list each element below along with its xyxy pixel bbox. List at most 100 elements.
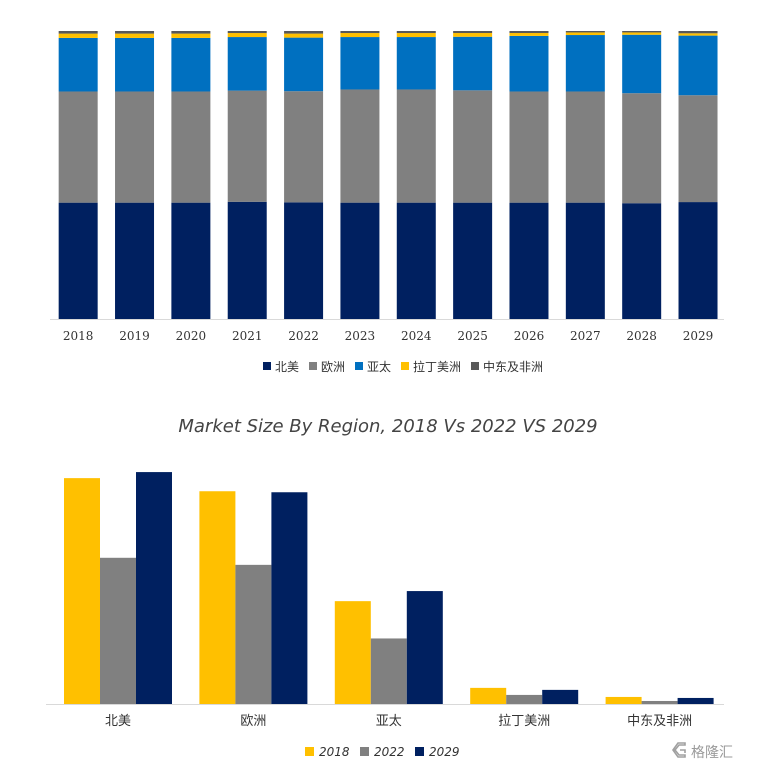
stack-segment-2028-4 [622, 31, 662, 33]
stack-segment-2020-4 [171, 31, 211, 34]
stack-x-tick-2027: 2027 [570, 329, 601, 343]
bar-亚太-2018 [334, 601, 371, 704]
stack-legend-swatch-3 [401, 362, 409, 370]
stack-segment-2026-0 [509, 202, 549, 319]
bar-北美-2029 [136, 472, 172, 704]
stack-legend-label-2: 亚太 [367, 359, 391, 374]
stack-segment-2019-1 [115, 91, 155, 203]
stack-segment-2022-1 [284, 91, 324, 203]
stack-segment-2021-3 [227, 33, 267, 38]
stack-segment-2020-3 [171, 33, 211, 38]
stack-segment-2018-1 [58, 91, 98, 203]
stacked-bars [58, 31, 718, 319]
stack-segment-2027-3 [565, 32, 605, 36]
stack-segment-2023-2 [340, 37, 380, 90]
stack-legend-label-3: 拉丁美洲 [413, 359, 461, 374]
bar-legend-label-2022: 2022 [374, 745, 405, 759]
stack-segment-2024-1 [396, 89, 436, 203]
stack-legend-swatch-1 [309, 362, 317, 370]
bar-亚太-2029 [406, 591, 443, 704]
stack-segment-2024-2 [396, 37, 436, 90]
stack-x-tick-2020: 2020 [176, 329, 207, 343]
clustered-bar-chart: Market Size By Region, 2018 Vs 2022 VS 2… [46, 416, 733, 761]
stack-x-tick-2018: 2018 [63, 329, 94, 343]
stack-x-tick-2021: 2021 [232, 329, 263, 343]
stack-segment-2021-1 [227, 90, 267, 202]
bar-亚太-2022 [370, 638, 407, 704]
stack-segment-2023-1 [340, 89, 380, 203]
stack-legend: 北美 欧洲 亚太 拉丁美洲 中东及非洲 [263, 359, 543, 374]
stack-segment-2026-1 [509, 91, 549, 203]
stack-legend-label-0: 北美 [275, 360, 299, 374]
stack-segment-2025-1 [453, 90, 493, 203]
stack-legend-label-1: 欧洲 [321, 360, 345, 374]
stack-segment-2029-3 [678, 33, 718, 36]
stack-segment-2024-0 [396, 202, 436, 319]
stack-segment-2029-0 [678, 202, 718, 319]
stack-x-ticks: 2018 2019 2020 2021 2022 2023 2024 2025 2026 2027… [63, 329, 713, 343]
stack-segment-2021-0 [227, 201, 267, 319]
stack-legend-swatch-2 [355, 362, 363, 370]
bar-x-tick-2: 亚太 [376, 714, 402, 729]
stack-segment-2019-3 [115, 33, 155, 38]
stack-segment-2028-3 [622, 32, 662, 35]
stack-segment-2025-2 [453, 36, 493, 91]
bar-x-tick-3: 拉丁美洲 [498, 714, 550, 729]
grouped-bars [64, 472, 714, 705]
stack-legend-swatch-4 [471, 362, 479, 370]
stack-segment-2023-4 [340, 31, 380, 34]
bar-中东及非洲-2022 [641, 700, 678, 705]
stack-segment-2023-0 [340, 202, 380, 319]
bar-中东及非洲-2029 [677, 697, 714, 704]
stack-x-tick-2029: 2029 [683, 329, 714, 343]
stack-segment-2028-1 [622, 93, 662, 204]
stack-segment-2022-0 [284, 202, 324, 319]
bar-legend-swatch-2018 [305, 747, 314, 756]
stack-segment-2026-4 [509, 31, 549, 34]
bar-拉丁美洲-2022 [506, 694, 543, 704]
stack-segment-2020-1 [171, 91, 211, 203]
bar-欧洲-2022 [235, 564, 272, 704]
stack-segment-2028-2 [622, 34, 662, 94]
stack-segment-2019-0 [115, 202, 155, 319]
stack-segment-2025-3 [453, 33, 493, 37]
stack-x-tick-2023: 2023 [345, 329, 376, 343]
stack-segment-2027-1 [565, 91, 605, 203]
bar-x-tick-0: 北美 [105, 714, 131, 729]
stack-segment-2026-2 [509, 35, 549, 92]
stack-segment-2029-2 [678, 35, 718, 96]
stack-x-tick-2028: 2028 [626, 329, 657, 343]
stack-segment-2019-2 [115, 37, 155, 92]
bar-legend-swatch-2029 [415, 747, 424, 756]
bar-中东及非洲-2018 [605, 696, 642, 704]
stack-segment-2026-3 [509, 33, 549, 36]
bar-北美-2018 [64, 478, 100, 704]
bar-legend-label-2029: 2029 [429, 745, 460, 759]
stack-segment-2018-3 [58, 33, 98, 38]
stack-segment-2022-4 [284, 31, 324, 34]
bar-x-tick-1: 欧洲 [240, 714, 266, 729]
stack-segment-2024-4 [396, 31, 436, 34]
bar-legend-swatch-2022 [360, 747, 369, 756]
stack-segment-2022-2 [284, 37, 324, 92]
stack-segment-2025-4 [453, 31, 493, 34]
bar-拉丁美洲-2018 [470, 687, 507, 704]
bar-欧洲-2018 [199, 491, 236, 704]
watermark: 格隆汇 [672, 742, 733, 761]
watermark-text: 格隆汇 [691, 745, 733, 761]
stack-x-tick-2019: 2019 [119, 329, 150, 343]
stack-x-tick-2024: 2024 [401, 329, 432, 343]
bar-legend-label-2018: 2018 [319, 745, 350, 759]
stack-segment-2029-4 [678, 31, 718, 34]
stack-segment-2020-2 [171, 37, 211, 92]
stacked-percent-bar-chart: 2018 2019 2020 2021 2022 2023 2024 2025 2026 2027… [50, 31, 724, 374]
stack-segment-2022-3 [284, 33, 324, 38]
stack-segment-2018-2 [58, 37, 98, 92]
bar-x-ticks: 北美 欧洲 亚太 拉丁美洲 中东及非洲 [105, 714, 692, 729]
stack-segment-2027-4 [565, 31, 605, 33]
bar-北美-2022 [100, 557, 136, 704]
stack-legend-swatch-0 [263, 362, 271, 370]
stack-segment-2021-4 [227, 31, 267, 34]
stack-legend-label-4: 中东及非洲 [483, 359, 543, 374]
chart-title: Market Size By Region, 2018 Vs 2022 VS 2… [178, 416, 597, 437]
